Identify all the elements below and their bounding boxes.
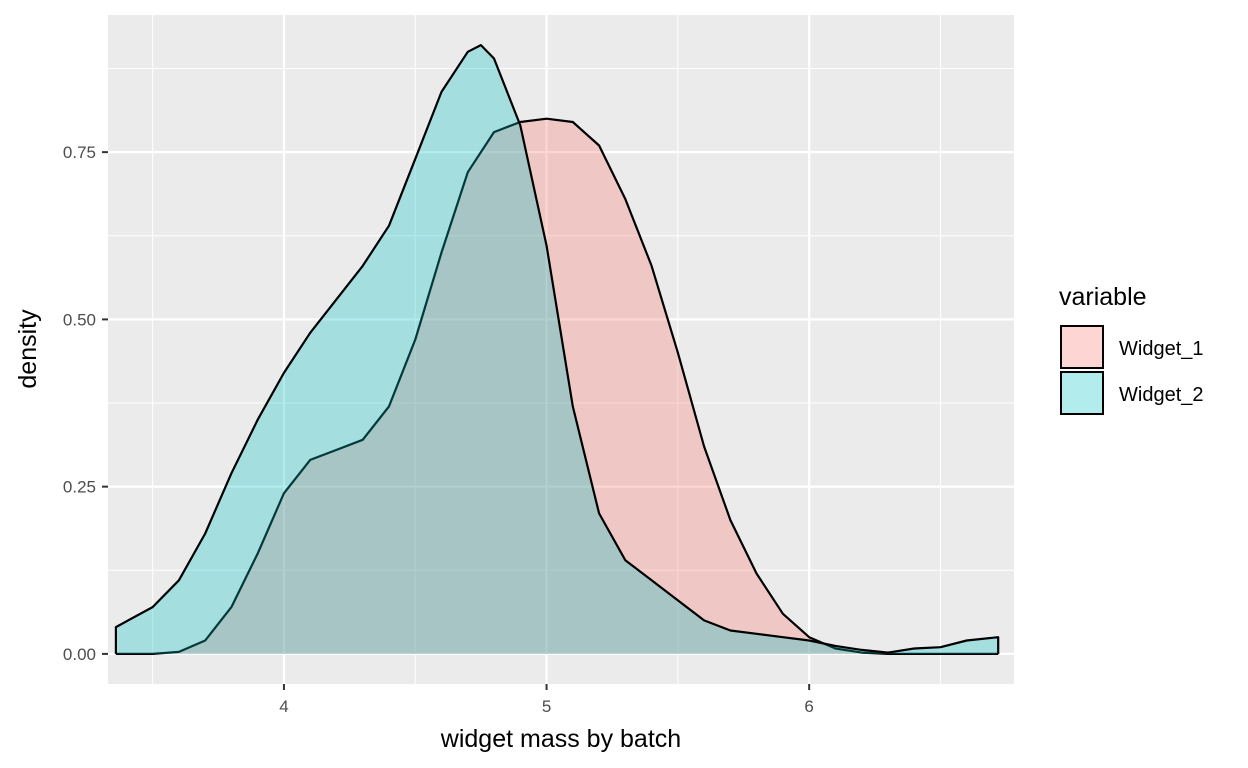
legend-key-widget-2	[1060, 371, 1104, 415]
legend-title: variable	[1059, 283, 1147, 311]
y-tick-label: 0.25	[63, 478, 96, 497]
y-axis-title: density	[14, 309, 42, 389]
legend-label-widget-2: Widget_2	[1119, 384, 1204, 406]
y-tick-label: 0.75	[63, 143, 96, 162]
grid-lines	[108, 15, 1014, 684]
plot-panel	[108, 15, 1014, 684]
x-tick-label: 4	[279, 697, 288, 716]
legend-label-widget-1: Widget_1	[1119, 338, 1204, 360]
density-areas	[114, 44, 1000, 655]
legend: variable Widget_1 Widget_2	[1059, 283, 1204, 415]
y-tick-label: 0.50	[63, 310, 96, 329]
x-axis-title: widget mass by batch	[440, 725, 681, 753]
x-tick-label: 5	[542, 697, 551, 716]
x-tick-label: 6	[804, 697, 813, 716]
density-area-widget-1	[115, 118, 999, 654]
legend-key-widget-1	[1060, 325, 1104, 369]
axes: 4 5 6 0.00 0.25 0.50 0.75	[63, 143, 814, 716]
density-outline-widget-2	[114, 44, 1000, 654]
density-area-widget-2	[115, 45, 999, 654]
density-outline-widget-1	[115, 117, 999, 655]
y-tick-label: 0.00	[63, 645, 96, 664]
